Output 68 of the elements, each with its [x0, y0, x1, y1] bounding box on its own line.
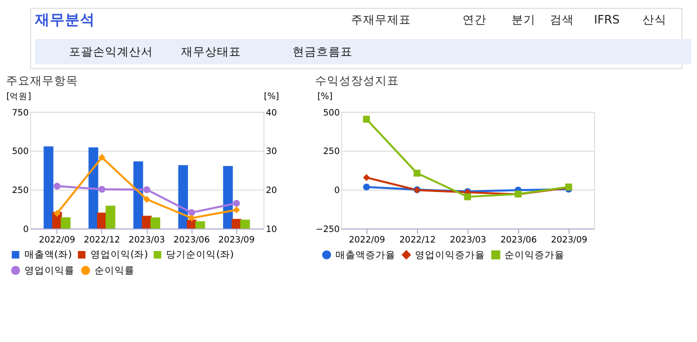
x-tick-label: 2023/03: [450, 236, 486, 246]
bar: [223, 166, 233, 229]
point: [98, 186, 106, 193]
point: [188, 214, 196, 222]
x-tick-label: 2023/06: [174, 236, 210, 246]
point: [363, 184, 370, 190]
legend-label: 영업이익률: [24, 265, 74, 276]
bar: [106, 206, 116, 229]
text: 포괄손익계산서: [69, 44, 154, 58]
point: [98, 154, 106, 161]
legend-label: 당기순이익(좌): [166, 250, 234, 261]
y-axis-title: [억원]: [6, 92, 32, 102]
y-tick-label: 500: [323, 108, 340, 118]
point: [363, 116, 370, 123]
x-tick-label: 2022/09: [38, 236, 76, 246]
point: [233, 200, 240, 207]
point: [464, 193, 472, 200]
bar: [240, 220, 250, 229]
bar: [60, 217, 70, 229]
legend-label: 영업이익(좌): [90, 250, 148, 261]
x-tick-label: 2022/09: [348, 236, 386, 246]
y-tick-label: 0: [23, 224, 29, 235]
y-tick-label: −250: [316, 224, 340, 235]
point: [143, 186, 150, 194]
x-tick-label: 2022/12: [84, 236, 120, 246]
text: 주재무제표: [350, 12, 411, 26]
chart-title: 수익성장성지표: [315, 74, 400, 88]
legend-label: 영업이익증가율: [415, 250, 486, 261]
point: [414, 170, 420, 177]
bar: [178, 165, 188, 229]
text: 연간: [462, 12, 487, 26]
legend-label: 순이익증가율: [504, 250, 565, 261]
text: 분기: [511, 12, 536, 26]
text: IFRS: [594, 12, 620, 26]
text: 산식: [642, 12, 667, 26]
point: [54, 210, 60, 217]
y-axis-title: [%]: [317, 92, 333, 102]
y-tick-label: 0: [334, 186, 340, 196]
bar: [44, 146, 54, 229]
legend-label: 순이익률: [94, 265, 134, 276]
y2-tick-label: 10: [266, 224, 277, 235]
x-tick-label: 2023/03: [128, 236, 165, 246]
y-tick-label: 250: [323, 147, 340, 158]
point: [143, 196, 150, 203]
y2-tick-label: 30: [266, 147, 277, 158]
y-tick-label: 500: [12, 147, 29, 158]
bar: [150, 217, 160, 229]
legend-label: 매출액(좌): [24, 250, 72, 261]
bar: [195, 221, 206, 229]
bar: [133, 161, 144, 229]
text: 재무상태표: [180, 44, 241, 58]
y2-axis-title: [%]: [264, 92, 280, 102]
legend-label: 매출액증가율: [335, 250, 396, 261]
x-tick-label: 2022/12: [399, 236, 436, 246]
point: [233, 206, 240, 214]
point: [54, 182, 60, 190]
y2-tick-label: 20: [266, 186, 277, 196]
text: 현금흐름표: [292, 44, 353, 58]
x-tick-label: 2023/09: [551, 236, 588, 246]
y2-tick-label: 40: [266, 108, 277, 118]
x-tick-label: 2023/06: [500, 236, 537, 246]
chart-title: 주요재무항목: [6, 74, 78, 88]
text: 검색: [550, 12, 574, 26]
y-tick-label: 250: [12, 186, 29, 196]
text: 재무분석: [34, 11, 95, 28]
x-tick-label: 2023/09: [218, 236, 255, 246]
point: [188, 209, 196, 216]
y-tick-label: 750: [12, 108, 29, 118]
